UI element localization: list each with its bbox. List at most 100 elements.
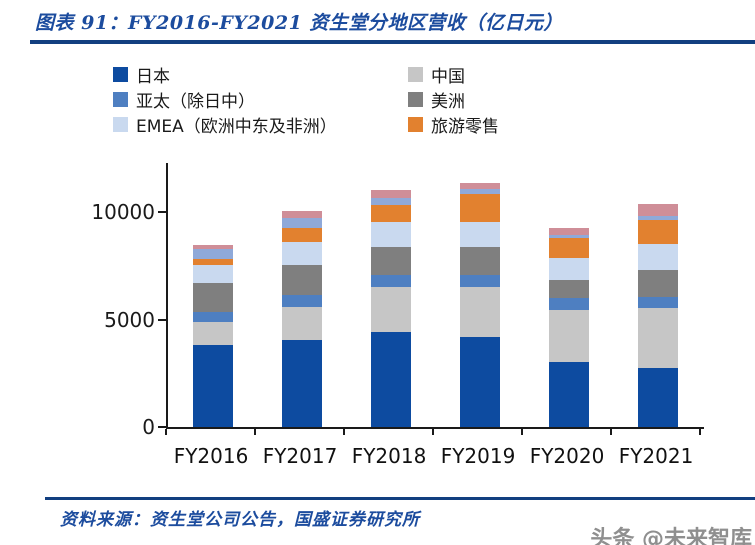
bar-segment xyxy=(282,217,322,228)
bar-segment xyxy=(638,203,678,216)
bar-segment xyxy=(282,210,322,218)
legend-row: 日本 中国 xyxy=(113,62,499,87)
bar-segment xyxy=(371,331,411,427)
x-category-label: FY2016 xyxy=(173,444,249,468)
legend-label: 旅游零售 xyxy=(431,117,499,137)
y-tick-label: 10000 xyxy=(91,200,155,224)
bar-segment xyxy=(193,244,233,250)
x-tick-mark xyxy=(343,429,345,435)
title-divider xyxy=(30,40,755,44)
bar-segment xyxy=(549,238,589,259)
bar-segment xyxy=(371,190,411,199)
bar-segment xyxy=(193,265,233,284)
legend-swatch-icon xyxy=(408,117,423,132)
x-tick-mark xyxy=(432,429,434,435)
x-tick-mark xyxy=(699,429,701,435)
bar-segment xyxy=(460,221,500,247)
y-tick-label: 5000 xyxy=(104,307,155,332)
bar-segment xyxy=(282,295,322,308)
x-tick-mark xyxy=(521,429,523,435)
watermark: 头条 @未来智库 xyxy=(590,527,752,545)
source-note: 资料来源：资生堂公司公告，国盛证券研究所 xyxy=(60,510,420,530)
footer-divider xyxy=(45,497,755,500)
bar-segment xyxy=(460,183,500,190)
y-tick-mark xyxy=(158,211,166,213)
legend-swatch-icon xyxy=(113,117,128,132)
bar-segment xyxy=(460,193,500,222)
bar-segment xyxy=(193,283,233,313)
bar-segment xyxy=(460,286,500,337)
legend-item-americas: 美洲 xyxy=(408,87,465,112)
bar-segment xyxy=(282,264,322,296)
bar-segment xyxy=(193,249,233,260)
bar-segment xyxy=(460,336,500,427)
legend-swatch-icon xyxy=(408,67,423,82)
legend-row: 亚太（除日中） 美洲 xyxy=(113,87,499,112)
bar-segment xyxy=(549,298,589,311)
stacked-bar-FY2016 xyxy=(193,244,233,427)
stacked-bar-FY2018 xyxy=(371,190,411,427)
y-tick-mark xyxy=(158,426,166,428)
stacked-bar-FY2021 xyxy=(638,203,678,427)
bar-segment xyxy=(638,270,678,298)
bar-segment xyxy=(193,312,233,323)
x-tick-mark xyxy=(610,429,612,435)
bar-segment xyxy=(371,247,411,276)
bar-segment xyxy=(638,368,678,427)
bar-segment xyxy=(371,287,411,332)
legend-label: 日本 xyxy=(136,67,170,87)
legend-label: 亚太（除日中） xyxy=(136,92,255,112)
bar-segment xyxy=(371,222,411,248)
bar-segment xyxy=(638,244,678,271)
bar-segment xyxy=(549,227,589,236)
legend-item-emea: EMEA（欧洲中东及非洲） xyxy=(113,112,408,137)
legend-swatch-icon xyxy=(408,92,423,107)
bar-segment xyxy=(282,227,322,242)
bar-segment xyxy=(193,345,233,427)
bar-segment xyxy=(460,246,500,275)
bar-segment xyxy=(549,310,589,363)
legend-label: 美洲 xyxy=(431,92,465,112)
bar-segment xyxy=(193,322,233,346)
stacked-bar-FY2020 xyxy=(549,227,589,427)
legend-swatch-icon xyxy=(113,92,128,107)
bar-segment xyxy=(549,235,589,239)
bar-segment xyxy=(371,275,411,288)
y-tick-label: 0 xyxy=(142,415,155,439)
x-category-label: FY2017 xyxy=(262,444,338,468)
x-category-label: FY2020 xyxy=(529,444,605,468)
x-category-label: FY2019 xyxy=(440,444,516,468)
bar-segment xyxy=(460,274,500,287)
stacked-bar-FY2017 xyxy=(282,210,322,427)
legend-item-travel-retail: 旅游零售 xyxy=(408,112,499,137)
x-tick-mark xyxy=(165,429,167,435)
bar-segment xyxy=(549,362,589,427)
x-category-label: FY2018 xyxy=(351,444,427,468)
plot-area xyxy=(166,163,704,429)
bar-segment xyxy=(371,205,411,223)
bar-segment xyxy=(638,297,678,309)
y-tick-mark xyxy=(158,318,166,321)
bar-segment xyxy=(549,279,589,299)
x-category-label: FY2021 xyxy=(618,444,694,468)
stacked-bar-FY2019 xyxy=(460,183,500,427)
legend-item-apac: 亚太（除日中） xyxy=(113,87,408,112)
legend-item-china: 中国 xyxy=(408,62,465,87)
bar-segment xyxy=(638,220,678,245)
legend-item-japan: 日本 xyxy=(113,62,408,87)
bar-segment xyxy=(638,308,678,369)
figure-title: 图表 91：FY2016-FY2021 资生堂分地区营收（亿日元） xyxy=(35,12,563,34)
bar-segment xyxy=(282,339,322,427)
bar-segment xyxy=(371,198,411,206)
bar-segment xyxy=(460,189,500,194)
legend-label: 中国 xyxy=(431,67,465,87)
bar-segment xyxy=(282,241,322,265)
chart-legend: 日本 中国 亚太（除日中） 美洲 EMEA（欧洲中东及非洲） xyxy=(113,62,499,137)
legend-swatch-icon xyxy=(113,67,128,82)
bar-segment xyxy=(282,307,322,340)
legend-label: EMEA（欧洲中东及非洲） xyxy=(136,117,337,137)
x-tick-mark xyxy=(254,429,256,435)
bar-segment xyxy=(193,259,233,266)
bar-segment xyxy=(638,215,678,220)
